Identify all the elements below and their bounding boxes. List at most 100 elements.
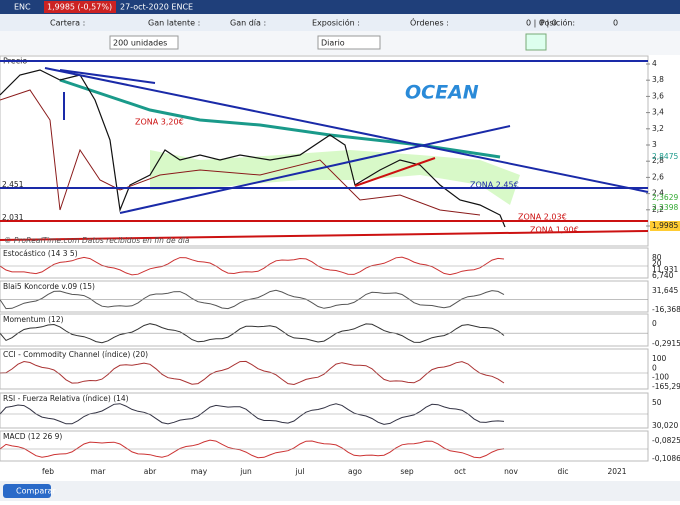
value-label: -16,368 — [652, 305, 680, 314]
panel-title: Momentum (12) — [3, 315, 64, 324]
indicator-line — [0, 439, 505, 459]
panel — [0, 280, 649, 313]
month-label: abr — [144, 467, 157, 476]
right-label: 2,2398 — [652, 203, 678, 212]
annotation: ZONA 2,45€ — [470, 181, 519, 190]
month-label: jul — [295, 467, 305, 476]
last-price-box — [650, 221, 680, 231]
price: 1,9985 (-0,57%) — [47, 3, 112, 12]
value-label: -0,1086 — [652, 454, 680, 463]
info-label: Gan latente : — [148, 19, 200, 28]
value-label: -0,2915 — [652, 339, 680, 348]
left-label: 2,031 — [2, 213, 24, 222]
value-label: -0,0825 — [652, 436, 680, 445]
period-select[interactable] — [317, 35, 381, 50]
indicator-line — [0, 289, 505, 310]
info-label: Órdenes : — [410, 17, 449, 28]
panel-title: MACD (12 26 9) — [3, 432, 62, 441]
value-label: 30,020 — [652, 421, 678, 430]
info-label: Cartera : — [50, 19, 85, 28]
month-label: oct — [454, 467, 466, 476]
value-label: 0 — [652, 319, 657, 328]
x-axis: feb mar abr may jun jul ago sep oct nov dic 2021 — [42, 467, 627, 476]
value-label: 50 — [652, 398, 662, 407]
title-bar — [0, 0, 680, 14]
panel-title: CCI - Commodity Channel (índice) (20) — [3, 350, 148, 359]
month-label: nov — [504, 467, 518, 476]
value-label: 80 — [652, 253, 662, 262]
y-tick-label: 3 — [652, 140, 657, 149]
month-label: ago — [348, 467, 362, 476]
value-label: 0 — [652, 363, 657, 372]
value-label: 31,645 — [652, 286, 678, 295]
cloud — [150, 150, 520, 205]
annotation: ZONA 2,03€ — [518, 213, 567, 222]
panel — [0, 430, 649, 462]
trend-line — [354, 157, 436, 187]
month-label: 2021 — [607, 467, 626, 476]
y-tick-label: 3,8 — [652, 75, 664, 84]
y-tick-label: 3,4 — [652, 108, 664, 117]
month-label: jun — [239, 467, 252, 476]
panel-title: RSI - Fuerza Relativa (índice) (14) — [3, 394, 129, 403]
month-label: dic — [558, 467, 569, 476]
value-label: -165,29 — [652, 382, 680, 391]
symbol: ENC — [14, 3, 31, 12]
quantity-select[interactable] — [109, 35, 179, 50]
y-tick-label: 4 — [652, 59, 657, 68]
y-tick-label: 2,4 — [652, 189, 664, 198]
value-label: 6,740 — [652, 271, 674, 280]
y-tick-label: 3,6 — [652, 91, 664, 100]
info-items: Cartera : Gan latente : Gan día : Exposició… — [50, 17, 575, 28]
annotation: ZONA 1,90€ — [530, 226, 579, 235]
orders: 0 | 0 | 0 — [526, 19, 557, 28]
price-box — [44, 1, 116, 13]
y-tick-label: 2,2 — [652, 205, 664, 214]
trend-line — [59, 69, 156, 84]
bottom-bar — [0, 481, 680, 501]
indicator-line — [0, 360, 505, 386]
month-label: mar — [91, 467, 107, 476]
month-label: sep — [400, 467, 414, 476]
info-bar — [0, 14, 680, 31]
quantity: 200 unidades — [113, 39, 167, 48]
panel-title: Blai5 Koncorde v.09 (15) — [3, 282, 95, 291]
indicator-line — [0, 323, 505, 344]
info-label: Posición: — [540, 18, 575, 28]
panel-title: Estocástico (14 3 5) — [3, 249, 78, 258]
right-label: 2,3629 — [652, 193, 678, 202]
value-label: -100 — [652, 373, 669, 382]
period: Diario — [321, 39, 345, 48]
position: 0 — [613, 19, 618, 28]
trend-line — [119, 125, 511, 214]
right-label: 1,9985 — [652, 221, 678, 230]
info-label: Exposición : — [312, 18, 360, 28]
value-label: 100 — [652, 354, 667, 363]
panel — [0, 392, 649, 429]
panel — [0, 348, 649, 390]
compare-button[interactable] — [3, 484, 51, 498]
price-axis: 43,83,63,43,232,82,62,42,22 — [646, 59, 664, 230]
indicator-line — [0, 256, 505, 276]
value-label: 20 — [652, 259, 662, 268]
trend-line — [44, 67, 649, 193]
compare: Comparar — [16, 487, 56, 496]
month-label: may — [191, 467, 208, 476]
month-label: feb — [42, 467, 54, 476]
y-tick-label: 2,8 — [652, 156, 664, 165]
price-line — [0, 69, 506, 228]
date: 27-oct-2020 ENCE — [120, 3, 193, 12]
y-tick-label: 2,6 — [652, 172, 664, 181]
left-label: 2,451 — [2, 180, 24, 189]
copyright: © ProRealTime.com Datos recibidos en fin… — [4, 236, 190, 245]
value-label: 11,931 — [652, 265, 678, 274]
info-label: Gan día : — [230, 19, 266, 28]
y-tick-label: 3,2 — [652, 124, 664, 133]
panel — [0, 247, 649, 279]
annotation: OCEAN — [405, 82, 479, 104]
indicator-line — [0, 89, 481, 216]
annotation: ZONA 3,20€ — [135, 118, 184, 127]
chart-type-button[interactable] — [525, 33, 547, 51]
